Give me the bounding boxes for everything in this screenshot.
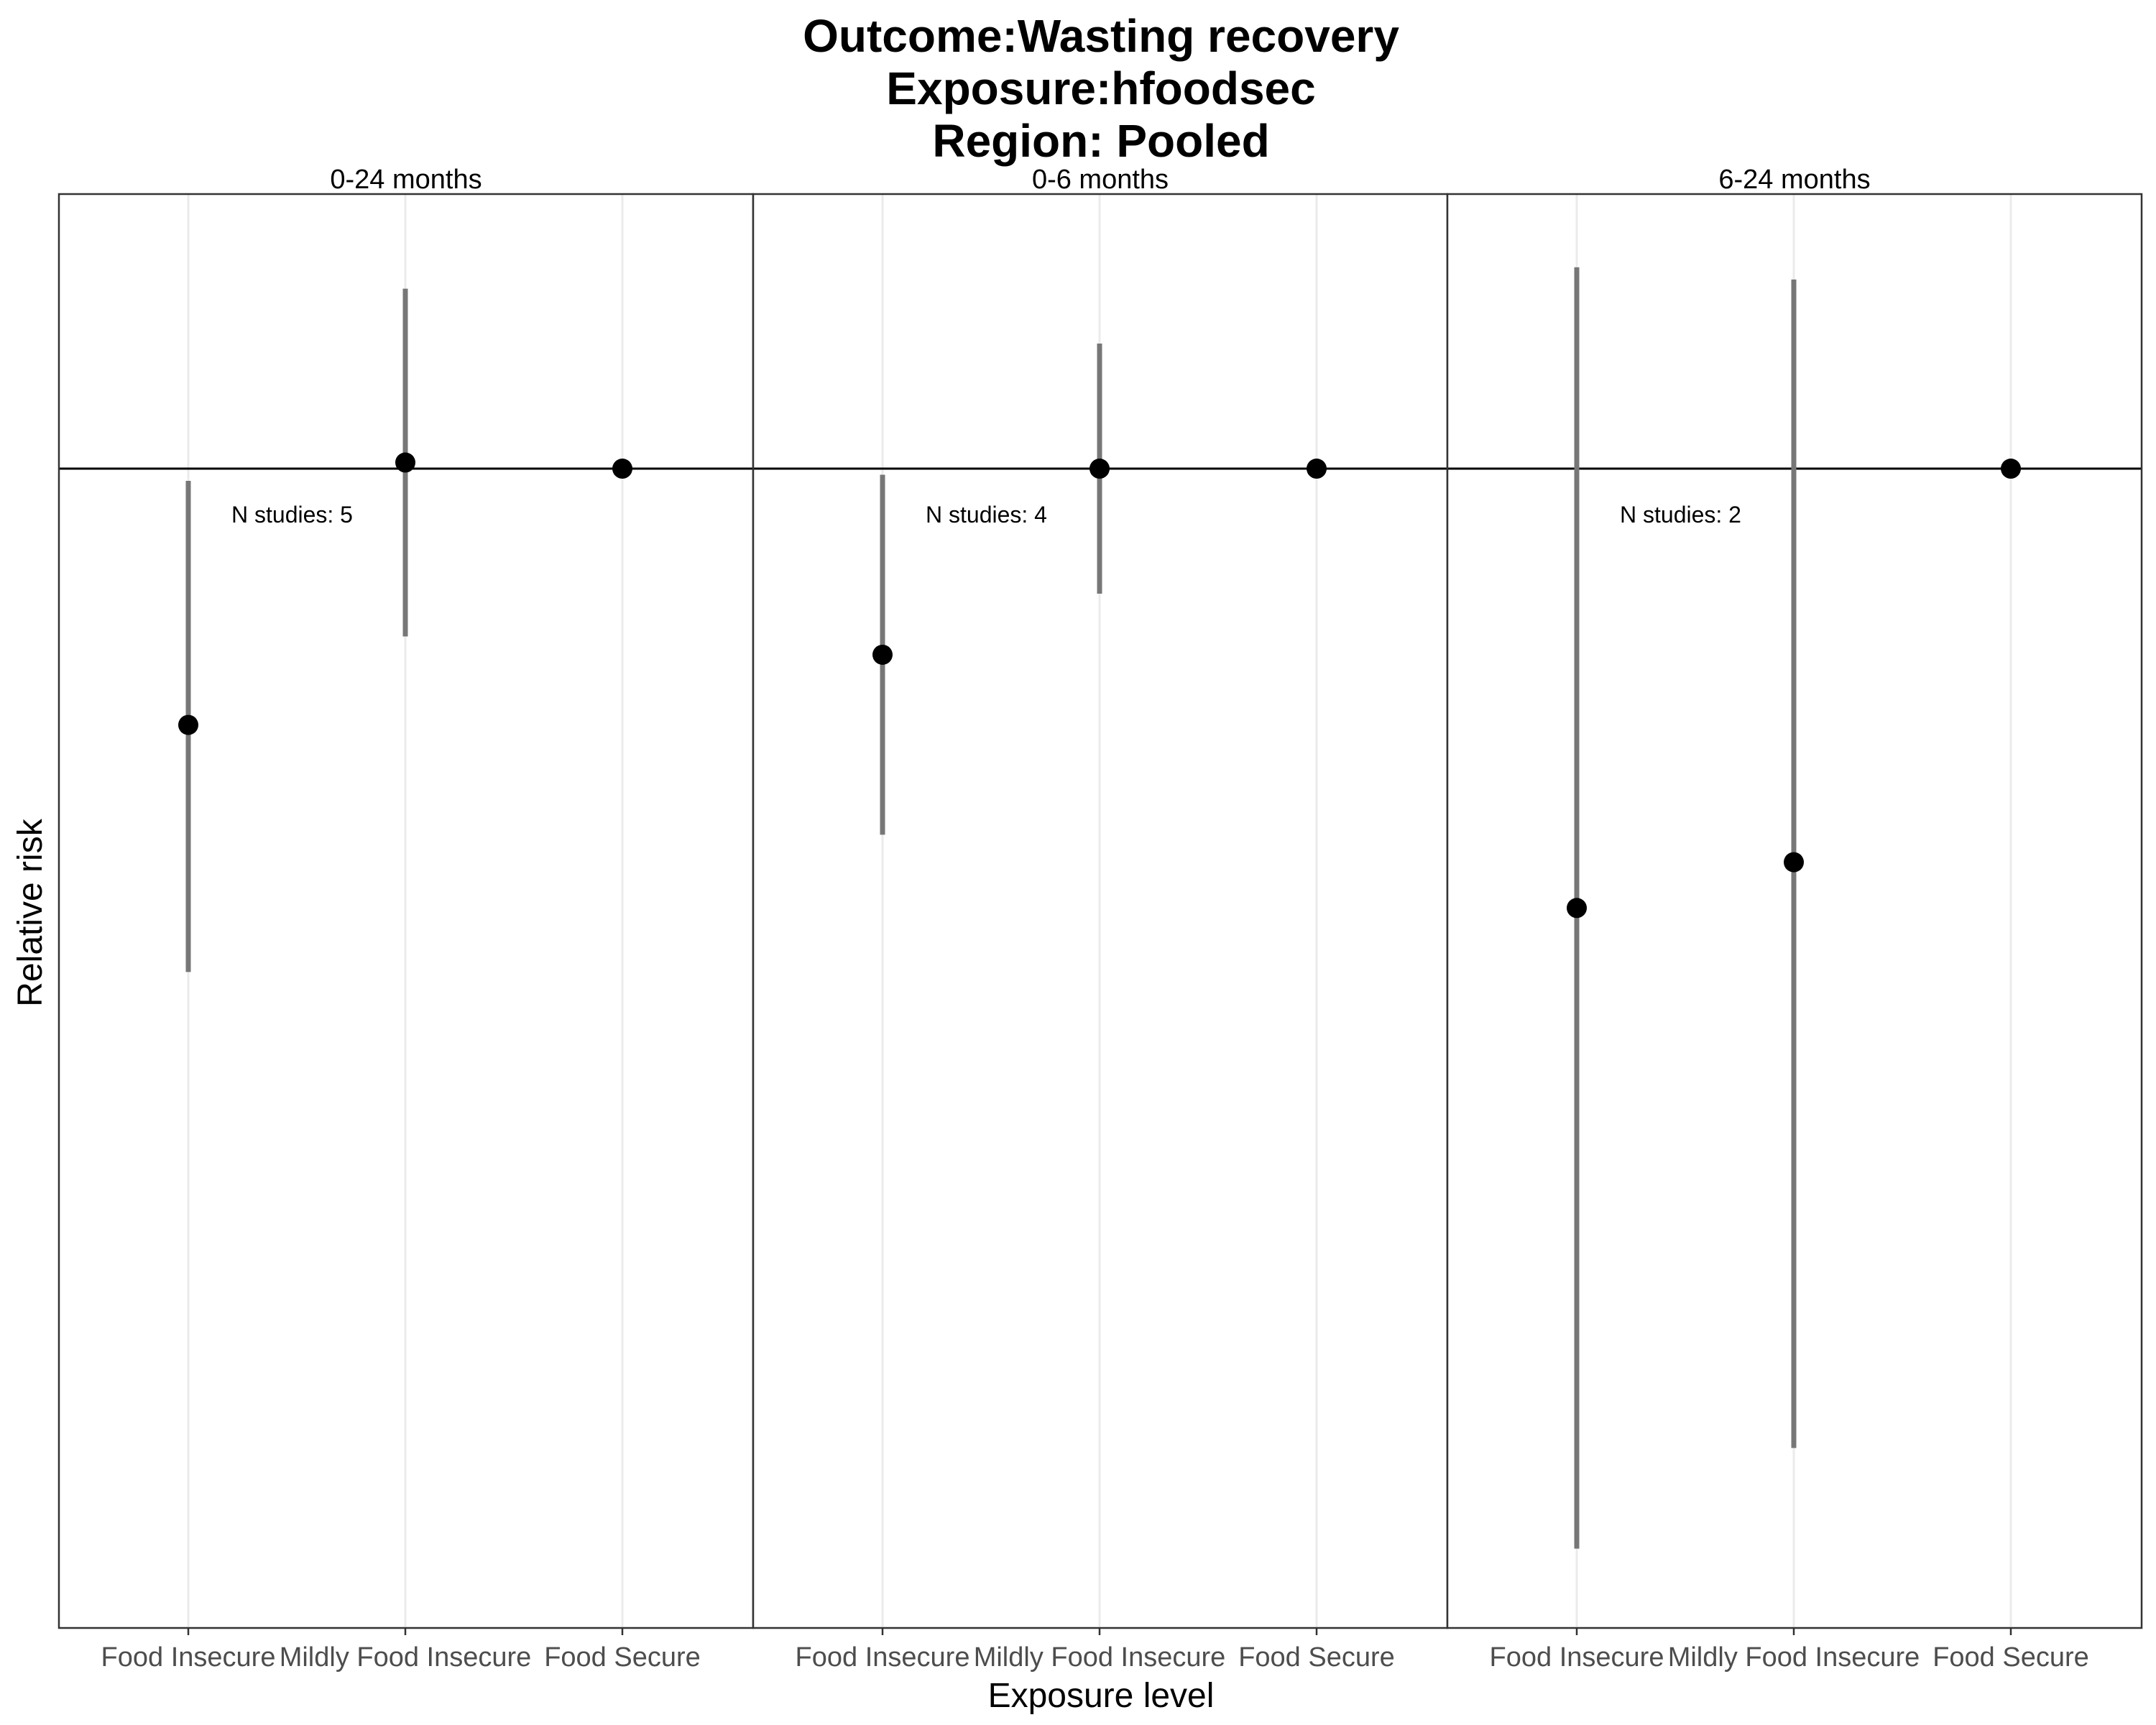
x-tick-label: Mildly Food Insecure [974, 1642, 1226, 1673]
n-studies-annotation: N studies: 4 [926, 502, 1047, 528]
estimate-point [612, 459, 632, 479]
facet-strip-label: 0-24 months [330, 165, 482, 195]
estimate-point [872, 644, 893, 665]
x-tick-label: Food Insecure [1490, 1642, 1664, 1673]
facet-strip-label: 6-24 months [1718, 165, 1870, 195]
n-studies-annotation: N studies: 2 [1620, 502, 1741, 528]
x-tick-label: Mildly Food Insecure [1668, 1642, 1920, 1673]
panel-2: N studies: 4 0-6 months Food Insecure Mildl… [752, 165, 1449, 1673]
estimate-point [1784, 852, 1804, 873]
x-tick-label: Food Secure [1238, 1642, 1395, 1673]
x-tick-label: Food Secure [544, 1642, 701, 1673]
n-studies-annotation: N studies: 5 [231, 502, 353, 528]
chart-title-line-3: Region: Pooled [932, 115, 1269, 167]
estimate-point [1567, 898, 1587, 919]
x-tick-label: Food Insecure [101, 1642, 276, 1673]
chart-title-line-2: Exposure:hfoodsec [886, 63, 1315, 114]
facet-strip-label: 0-6 months [1032, 165, 1169, 195]
x-tick-label: Food Secure [1932, 1642, 2089, 1673]
panel-3: N studies: 2 6-24 months Food Insecure Mild… [1446, 165, 2143, 1673]
estimate-point [395, 452, 415, 473]
estimate-point [178, 714, 198, 735]
estimate-point [2001, 459, 2021, 479]
x-tick-label: Food Insecure [796, 1642, 970, 1673]
chart-title-line-1: Outcome:Wasting recovery [803, 10, 1399, 62]
panel-1: N studies: 5 0-24 months Food Insecure Mild… [57, 165, 755, 1673]
estimate-point [1307, 459, 1327, 479]
y-axis-title: Relative risk [11, 818, 50, 1006]
estimate-point [1089, 459, 1110, 479]
x-tick-label: Mildly Food Insecure [280, 1642, 532, 1673]
x-axis-title: Exposure level [988, 1677, 1215, 1715]
